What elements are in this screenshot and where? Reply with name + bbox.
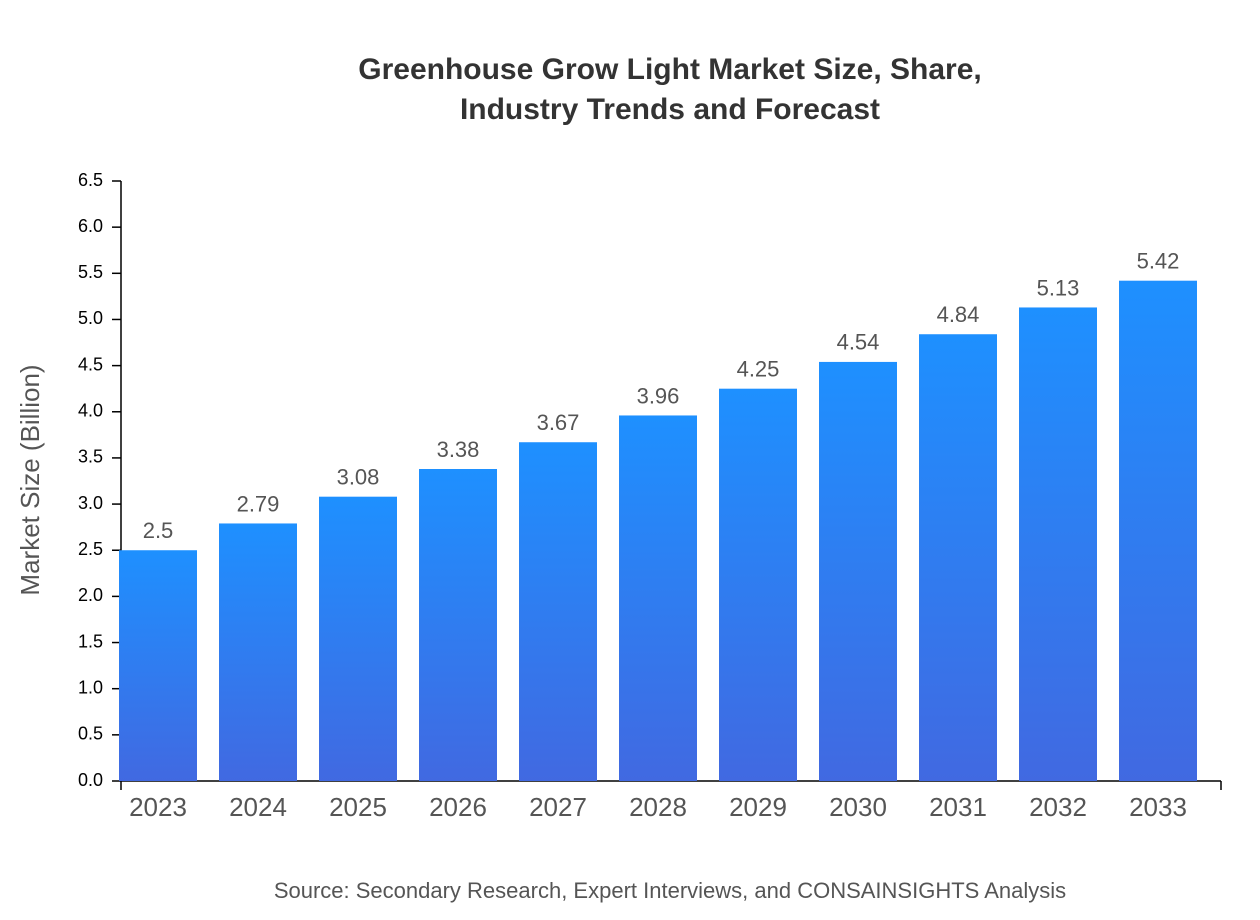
y-tick-label: 5.0	[78, 308, 103, 328]
y-tick-label: 0.5	[78, 724, 103, 744]
value-label: 3.08	[337, 465, 380, 490]
y-axis-label: Market Size (Billion)	[15, 364, 45, 595]
x-tick-label: 2031	[929, 792, 987, 822]
value-label: 3.96	[637, 383, 680, 408]
bar	[119, 550, 197, 781]
bar	[219, 523, 297, 781]
y-tick-label: 3.0	[78, 493, 103, 513]
y-tick-label: 1.0	[78, 677, 103, 697]
y-tick-label: 4.5	[78, 354, 103, 374]
value-label: 4.84	[937, 302, 980, 327]
source-note: Source: Secondary Research, Expert Inter…	[274, 878, 1066, 903]
y-tick-label: 3.5	[78, 447, 103, 467]
y-tick-label: 5.5	[78, 262, 103, 282]
y-tick-label: 0.0	[78, 770, 103, 790]
value-label: 2.5	[143, 518, 174, 543]
y-tick-label: 1.5	[78, 631, 103, 651]
value-label: 2.79	[237, 491, 280, 516]
x-tick-label: 2025	[329, 792, 387, 822]
x-tick-label: 2028	[629, 792, 687, 822]
x-tick-label: 2029	[729, 792, 787, 822]
x-tick-label: 2024	[229, 792, 287, 822]
y-tick-label: 2.5	[78, 539, 103, 559]
bar	[819, 361, 897, 781]
chart-title: Greenhouse Grow Light Market Size, Share…	[358, 53, 982, 126]
x-tick-label: 2030	[829, 792, 887, 822]
value-label: 3.38	[437, 437, 480, 462]
value-label: 4.25	[737, 357, 780, 382]
value-label: 5.42	[1137, 249, 1180, 274]
bar	[319, 496, 397, 781]
bar	[519, 442, 597, 781]
x-tick-label: 2023	[129, 792, 187, 822]
value-label: 5.13	[1037, 275, 1080, 300]
y-tick-label: 6.5	[78, 170, 103, 190]
bar	[419, 469, 497, 781]
bar	[919, 334, 997, 781]
x-tick-label: 2032	[1029, 792, 1087, 822]
x-tick-label: 2033	[1129, 792, 1187, 822]
bar	[1119, 280, 1197, 781]
bar	[719, 388, 797, 781]
bar	[1019, 307, 1097, 781]
bar	[619, 415, 697, 781]
x-tick-label: 2026	[429, 792, 487, 822]
value-label: 4.54	[837, 330, 880, 355]
y-tick-label: 2.0	[78, 585, 103, 605]
value-label: 3.67	[537, 410, 580, 435]
x-tick-label: 2027	[529, 792, 587, 822]
y-tick-label: 6.0	[78, 216, 103, 236]
y-tick-label: 4.0	[78, 401, 103, 421]
